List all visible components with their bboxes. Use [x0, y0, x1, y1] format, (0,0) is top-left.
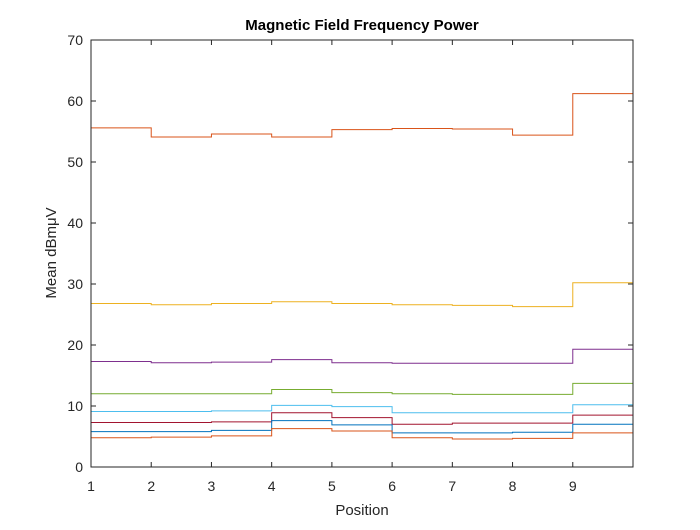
x-tick-label: 9 — [569, 478, 577, 494]
series-line-5 — [91, 404, 633, 414]
x-tick-label: 3 — [208, 478, 216, 494]
y-tick-label: 60 — [67, 93, 83, 109]
y-tick-label: 10 — [67, 398, 83, 414]
y-tick-label: 70 — [67, 32, 83, 48]
chart-title: Magnetic Field Frequency Power — [245, 17, 479, 34]
x-tick-label: 2 — [147, 478, 155, 494]
x-tick-label: 5 — [328, 478, 336, 494]
series-line-4 — [91, 382, 633, 395]
x-tick-label: 6 — [388, 478, 396, 494]
series-line-3 — [91, 348, 633, 364]
y-tick-label: 40 — [67, 215, 83, 231]
x-tick-label: 1 — [87, 478, 95, 494]
y-tick-label: 20 — [67, 337, 83, 353]
series-layer — [91, 93, 633, 440]
axes-box — [90, 39, 634, 468]
series-line-8 — [91, 428, 633, 440]
x-tick-label: 8 — [509, 478, 517, 494]
plot-area — [91, 40, 633, 467]
series-line-7 — [91, 420, 633, 434]
y-tick-label: 50 — [67, 154, 83, 170]
y-tick-label: 0 — [75, 459, 83, 475]
y-axis-label: Mean dBmμV — [43, 207, 60, 298]
series-line-1 — [91, 93, 633, 138]
y-tick-label: 30 — [67, 276, 83, 292]
series-line-6 — [91, 412, 633, 425]
x-axis-label: Position — [335, 502, 388, 519]
x-tick-label: 4 — [268, 478, 276, 494]
ticks-layer: 1 2 3 4 5 6 7 8 9 0 10 20 30 40 50 60 70 — [67, 32, 633, 494]
x-tick-label: 7 — [448, 478, 456, 494]
series-line-2 — [91, 282, 633, 308]
